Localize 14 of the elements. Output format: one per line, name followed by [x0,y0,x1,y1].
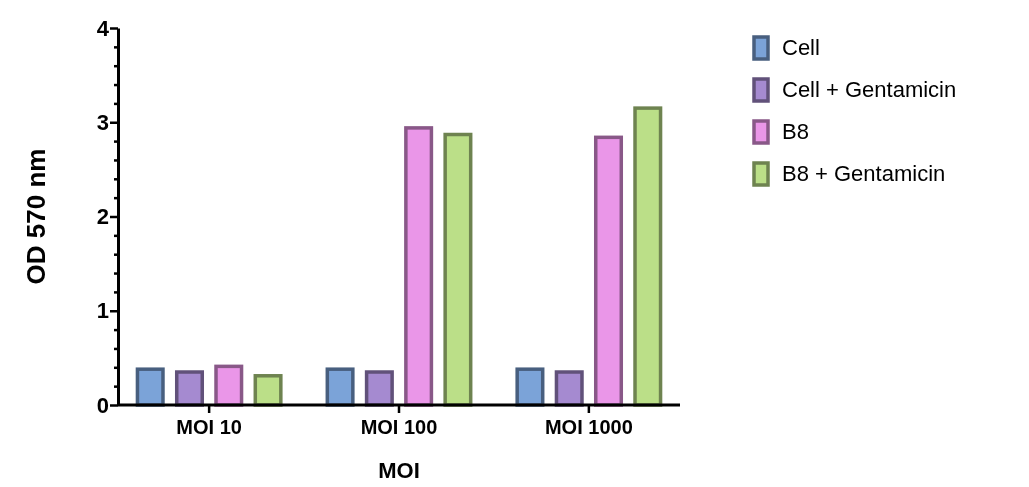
legend-label: Cell + Gentamicin [782,77,957,102]
x-tick-label: MOI 10 [176,416,242,438]
x-tick-label: MOI 1000 [544,416,633,438]
y-axis-title: OD 570 nm [21,148,51,285]
y-tick-label: 3 [96,109,109,135]
y-tick-label: 0 [96,392,109,418]
y-tick-label: 1 [96,298,109,324]
legend-label: B8 [782,119,809,144]
y-tick-label: 2 [96,204,109,230]
x-axis-title: MOI [378,458,420,483]
legend-label: Cell [782,35,820,60]
legend-label: B8 + Gentamicin [782,161,946,186]
x-tick-label: MOI 100 [360,416,438,438]
y-tick-label: 4 [96,15,110,41]
